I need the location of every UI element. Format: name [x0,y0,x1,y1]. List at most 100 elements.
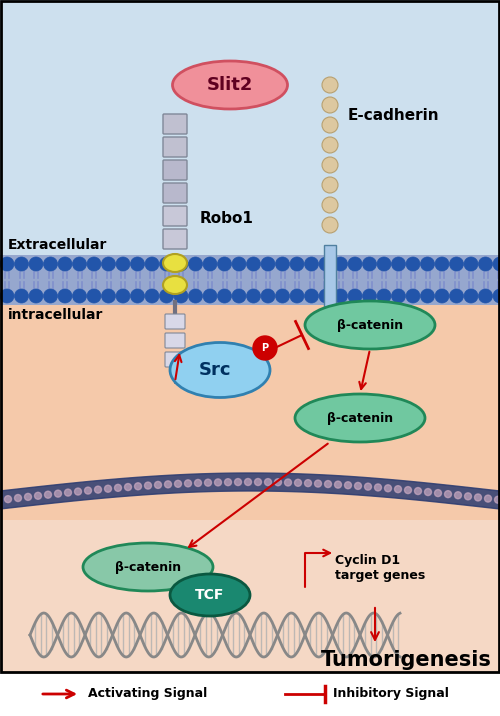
Circle shape [362,257,376,271]
Circle shape [290,289,304,303]
Circle shape [74,488,82,495]
Circle shape [319,257,333,271]
Circle shape [464,289,478,303]
Circle shape [174,289,188,303]
Circle shape [435,257,449,271]
Ellipse shape [163,254,187,272]
Circle shape [130,289,144,303]
Circle shape [348,257,362,271]
Circle shape [392,289,406,303]
Bar [0,520,500,672]
Circle shape [154,481,162,488]
Circle shape [424,488,432,495]
Circle shape [203,257,217,271]
Circle shape [24,493,32,500]
Circle shape [218,257,232,271]
Text: Robo1: Robo1 [200,211,254,226]
Bar [324,245,336,310]
Circle shape [134,483,141,490]
Text: Extracellular: Extracellular [8,238,108,252]
Text: Src: Src [199,361,231,379]
Circle shape [348,289,362,303]
Circle shape [406,257,420,271]
Circle shape [276,257,289,271]
Circle shape [145,289,159,303]
Circle shape [304,480,312,487]
Circle shape [324,480,332,488]
FancyBboxPatch shape [163,183,187,203]
Text: intracellular: intracellular [8,308,104,322]
Circle shape [392,257,406,271]
Circle shape [246,257,260,271]
Circle shape [44,289,58,303]
FancyBboxPatch shape [163,160,187,180]
Ellipse shape [305,301,435,349]
Circle shape [194,480,202,486]
Text: Activating Signal: Activating Signal [88,687,208,700]
Circle shape [58,257,72,271]
Circle shape [322,197,338,213]
Circle shape [54,490,62,497]
Circle shape [414,488,422,495]
Circle shape [4,495,12,503]
Circle shape [14,289,28,303]
Circle shape [377,257,391,271]
Ellipse shape [163,276,187,294]
Circle shape [322,117,338,133]
Circle shape [246,289,260,303]
Circle shape [261,257,275,271]
FancyBboxPatch shape [163,114,187,134]
Circle shape [116,289,130,303]
Circle shape [435,289,449,303]
Bar [0,672,500,716]
Text: TCF: TCF [196,588,224,602]
Circle shape [474,494,482,501]
Circle shape [14,495,21,501]
Circle shape [464,493,471,500]
Circle shape [494,496,500,503]
Circle shape [354,483,362,490]
Circle shape [87,257,101,271]
Circle shape [377,289,391,303]
Circle shape [493,257,500,271]
Circle shape [184,480,192,487]
Circle shape [144,482,152,489]
Circle shape [188,257,202,271]
Circle shape [124,483,132,490]
FancyBboxPatch shape [163,137,187,157]
Circle shape [188,289,202,303]
Bar [0,255,500,305]
Circle shape [444,490,452,498]
Circle shape [261,289,275,303]
Circle shape [284,479,292,486]
Ellipse shape [170,342,270,397]
Circle shape [450,257,464,271]
Circle shape [0,289,14,303]
Circle shape [102,289,116,303]
Circle shape [304,289,318,303]
Circle shape [434,490,442,497]
Circle shape [44,257,58,271]
Circle shape [72,289,86,303]
Circle shape [450,289,464,303]
Ellipse shape [170,574,250,616]
Circle shape [64,489,71,496]
Circle shape [164,481,172,488]
FancyBboxPatch shape [165,333,185,348]
Circle shape [464,257,478,271]
Text: Tumorigenesis: Tumorigenesis [321,650,492,670]
Circle shape [34,493,42,499]
Circle shape [160,257,173,271]
Text: E-cadherin: E-cadherin [348,107,440,122]
Circle shape [314,480,322,487]
FancyBboxPatch shape [165,314,185,329]
Circle shape [322,137,338,153]
Text: β-catenin: β-catenin [337,319,403,332]
Ellipse shape [172,61,288,109]
Circle shape [203,289,217,303]
Circle shape [493,289,500,303]
Circle shape [244,478,252,485]
Circle shape [29,289,43,303]
Circle shape [334,257,347,271]
Circle shape [404,487,411,493]
